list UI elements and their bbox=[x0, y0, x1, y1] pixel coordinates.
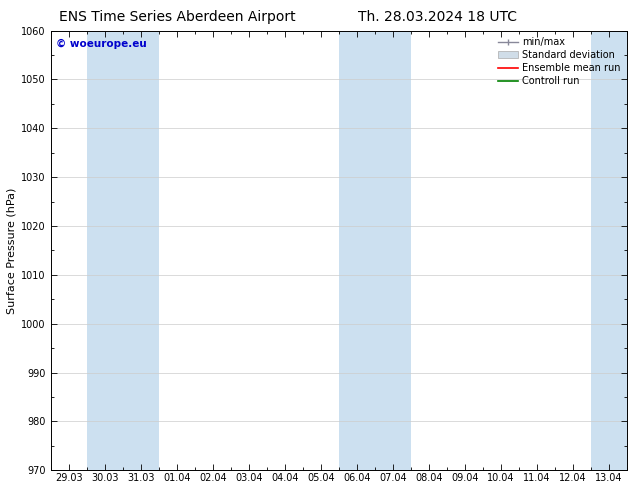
Y-axis label: Surface Pressure (hPa): Surface Pressure (hPa) bbox=[7, 187, 17, 314]
Bar bbox=[591, 30, 627, 470]
Legend: min/max, Standard deviation, Ensemble mean run, Controll run: min/max, Standard deviation, Ensemble me… bbox=[496, 35, 622, 88]
Bar bbox=[339, 30, 411, 470]
Bar bbox=[87, 30, 158, 470]
Text: ENS Time Series Aberdeen Airport: ENS Time Series Aberdeen Airport bbox=[59, 10, 296, 24]
Text: Th. 28.03.2024 18 UTC: Th. 28.03.2024 18 UTC bbox=[358, 10, 517, 24]
Text: © woeurope.eu: © woeurope.eu bbox=[56, 39, 147, 49]
